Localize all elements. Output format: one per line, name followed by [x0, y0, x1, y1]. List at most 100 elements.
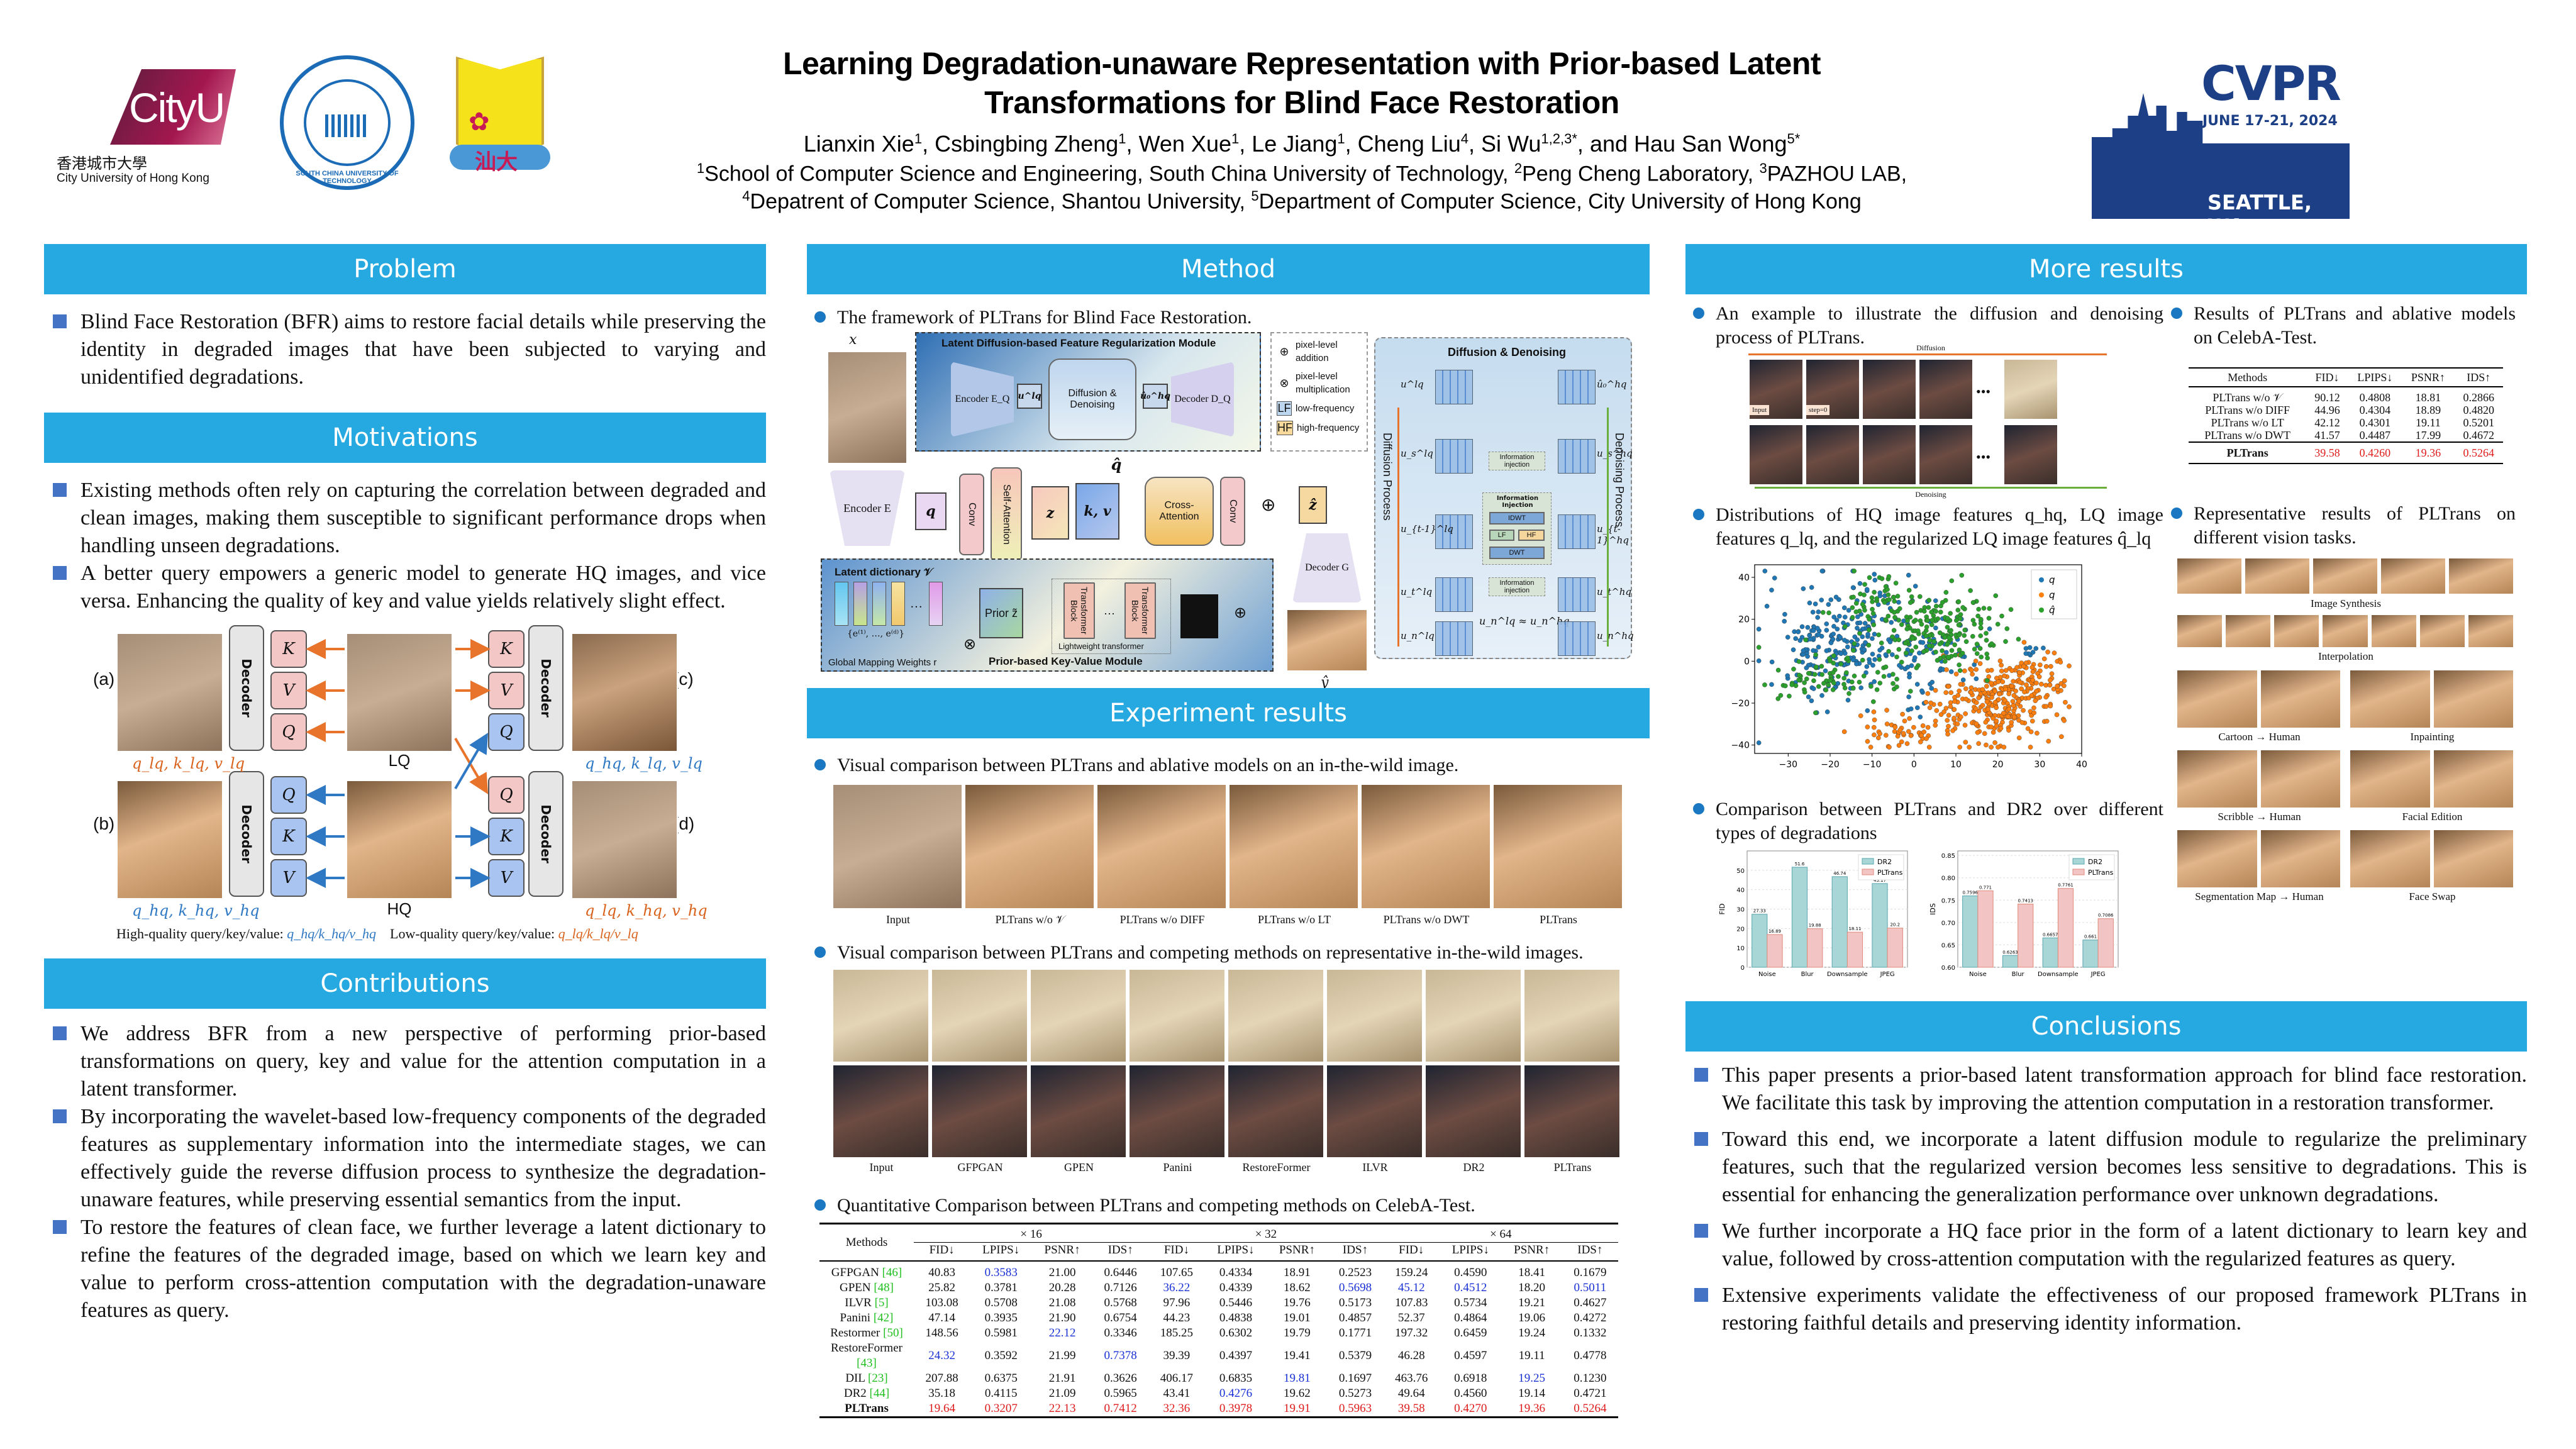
- scatter-point: [2012, 714, 2017, 720]
- diffusion-tag: step=0: [1806, 405, 1830, 415]
- author-name: Le Jiang: [1252, 131, 1338, 157]
- author-name: Wen Xue: [1138, 131, 1231, 157]
- citation-link[interactable]: [5]: [874, 1296, 889, 1309]
- scatter-point: [1963, 711, 1968, 716]
- scatter-point: [1824, 709, 1830, 714]
- contribution-item: We address BFR from a new perspective of…: [44, 1020, 766, 1103]
- scatter-point: [1963, 740, 1968, 745]
- metric-header: PSNR↑: [1032, 1242, 1093, 1262]
- scatter-point: [1946, 635, 1951, 640]
- method-name: Restormer: [830, 1326, 884, 1340]
- value-cell: 0.6754: [1104, 1311, 1137, 1324]
- scatter-point: [1782, 619, 1787, 624]
- scatter-point: [1865, 631, 1870, 637]
- competing-result-image: [1128, 969, 1226, 1063]
- scatter-point: [1850, 605, 1855, 610]
- citation-link[interactable]: [44]: [869, 1387, 890, 1400]
- scatter-point: [1968, 689, 1974, 695]
- citation-link[interactable]: [23]: [868, 1372, 888, 1385]
- scatter-point: [1919, 621, 1924, 627]
- value-cell: 25.82: [928, 1281, 955, 1294]
- scatter-point: [1989, 745, 1994, 750]
- scatter-point: [1948, 611, 1953, 616]
- scatter-point: [1999, 613, 2004, 619]
- ablation-caption: Input: [886, 913, 910, 926]
- denoising-label: Denoising: [1915, 490, 1946, 499]
- qkv-arrows: [306, 639, 491, 888]
- scatter-point: [1904, 626, 1910, 631]
- value-box-d: V: [488, 859, 525, 897]
- metric-header: LPIPS↓: [1204, 1242, 1267, 1262]
- ablation-caption: PLTrans w/o DWT: [1383, 913, 1470, 926]
- scatter-point: [1899, 660, 1904, 665]
- scatter-point: [1881, 674, 1887, 679]
- citation-link[interactable]: [50]: [883, 1326, 903, 1340]
- node-label: u_s^hq: [1597, 448, 1633, 459]
- value-cell: 52.37: [1397, 1311, 1425, 1324]
- scatter-point: [1963, 686, 1968, 691]
- method-name: DIL: [845, 1372, 869, 1385]
- scatter-point: [1997, 691, 2002, 697]
- legend-text: pixel-level addition: [1296, 340, 1338, 364]
- column-header: Methods: [2189, 368, 2307, 387]
- citation-link[interactable]: [46]: [882, 1266, 902, 1279]
- table-row: GFPGAN [46] 40.83 0.3583 21.00 0.6446 107.65 0…: [819, 1261, 1618, 1280]
- scatter-point: [1879, 640, 1884, 646]
- competing-caption: ILVR: [1362, 1161, 1388, 1174]
- scatter-point: [1934, 708, 1940, 713]
- scatter-point: [1933, 723, 1938, 728]
- scatter-point: [1867, 660, 1872, 665]
- scatter-point: [1846, 691, 1852, 696]
- citation-link[interactable]: [42]: [873, 1311, 894, 1324]
- scatter-point: [1844, 670, 1849, 675]
- scatter-point: [1952, 642, 1957, 648]
- scatter-point: [2062, 678, 2067, 684]
- value-cell: 21.00: [1048, 1266, 1076, 1279]
- scatter-point: [1864, 587, 1870, 592]
- scatter-point: [1896, 743, 1902, 748]
- author-affiliation-mark: 1: [1231, 131, 1240, 147]
- competing-result-image: [1326, 1064, 1423, 1158]
- value-cell: 19.64: [928, 1402, 955, 1415]
- value-cell: 90.12: [2314, 391, 2340, 404]
- decoder-block-c: Decoder: [528, 625, 564, 751]
- scatter-point: [1933, 687, 1938, 693]
- scatter-point: [1824, 648, 1829, 653]
- scatter-point: [1955, 608, 1961, 613]
- problem-list: Blind Face Restoration (BFR) aims to res…: [44, 308, 766, 391]
- scatter-point: [1852, 641, 1857, 647]
- diffusion-tag: Input: [1750, 405, 1770, 415]
- dr2-comparison-bullet: Comparison between PLTrans and DR2 over …: [1685, 797, 2163, 845]
- citation-link[interactable]: [43]: [857, 1357, 877, 1370]
- scatter-point: [1977, 646, 1983, 651]
- scatter-point: [2009, 719, 2014, 725]
- scatter-point: [1972, 647, 1977, 652]
- competing-caption: Input: [869, 1161, 894, 1174]
- scatter-point: [1797, 638, 1803, 643]
- output-restored-image: [1286, 609, 1368, 672]
- citation-link[interactable]: [48]: [874, 1281, 894, 1294]
- scatter-point: [1968, 667, 1974, 673]
- method-cell: DR2 [44]: [819, 1386, 914, 1401]
- scatter-point: [1872, 631, 1877, 637]
- scatter-point: [1787, 694, 1792, 699]
- ablation-caption: PLTrans w/o DIFF: [1119, 913, 1205, 926]
- methods-header: Methods: [819, 1223, 914, 1262]
- competing-result-image: [1128, 1064, 1226, 1158]
- value-cell: 185.25: [1160, 1326, 1194, 1340]
- value-cell: 47.14: [928, 1311, 955, 1324]
- bar-value-label: 0.7413: [2018, 898, 2033, 903]
- bar-pltrans: [2057, 888, 2074, 968]
- vision-tasks-figure: Image Synthesis Interpolation Cartoon → Hu…: [2176, 557, 2516, 997]
- scatter-point: [1885, 587, 1890, 592]
- x-tick-label: Blur: [1801, 971, 1814, 978]
- scatter-point: [1828, 658, 1833, 663]
- diffusion-step-image: [1918, 424, 1974, 486]
- scatter-point: [1851, 657, 1856, 663]
- scatter-point: [1916, 628, 1921, 633]
- y-tick-label: 0.75: [1941, 897, 1955, 904]
- scatter-point: [1838, 651, 1844, 657]
- scatter-point: [1852, 569, 1857, 574]
- tsne-scatter-plot: −30 −20 −10 0 10 20 30 40 −40 −20 0 20 40 qhq qlq q̂lq: [1731, 564, 2087, 770]
- table-row: Panini [42] 47.14 0.3935 21.90 0.6754 44.23 0.…: [819, 1311, 1618, 1326]
